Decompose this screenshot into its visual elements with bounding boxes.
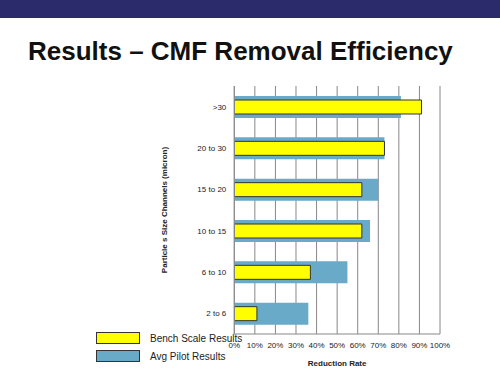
- svg-text:2 to 6: 2 to 6: [206, 309, 227, 318]
- svg-text:10 to 15: 10 to 15: [197, 227, 226, 236]
- svg-text:40%: 40%: [309, 341, 325, 350]
- svg-text:60%: 60%: [350, 341, 366, 350]
- svg-text:70%: 70%: [370, 341, 386, 350]
- svg-text:20%: 20%: [267, 341, 283, 350]
- svg-text:90%: 90%: [411, 341, 427, 350]
- svg-text:20 to 30: 20 to 30: [197, 144, 226, 153]
- svg-text:80%: 80%: [391, 341, 407, 350]
- svg-text:>30: >30: [213, 103, 227, 112]
- svg-text:50%: 50%: [329, 341, 345, 350]
- svg-text:15 to 20: 15 to 20: [197, 185, 226, 194]
- svg-text:100%: 100%: [430, 341, 450, 350]
- svg-text:6 to 10: 6 to 10: [202, 268, 227, 277]
- svg-text:Reduction Rate: Reduction Rate: [308, 359, 367, 368]
- svg-text:0%: 0%: [229, 341, 241, 350]
- svg-text:Particle s Size Channels (micr: Particle s Size Channels (micron): [160, 147, 169, 274]
- svg-text:10%: 10%: [247, 341, 263, 350]
- svg-text:30%: 30%: [288, 341, 304, 350]
